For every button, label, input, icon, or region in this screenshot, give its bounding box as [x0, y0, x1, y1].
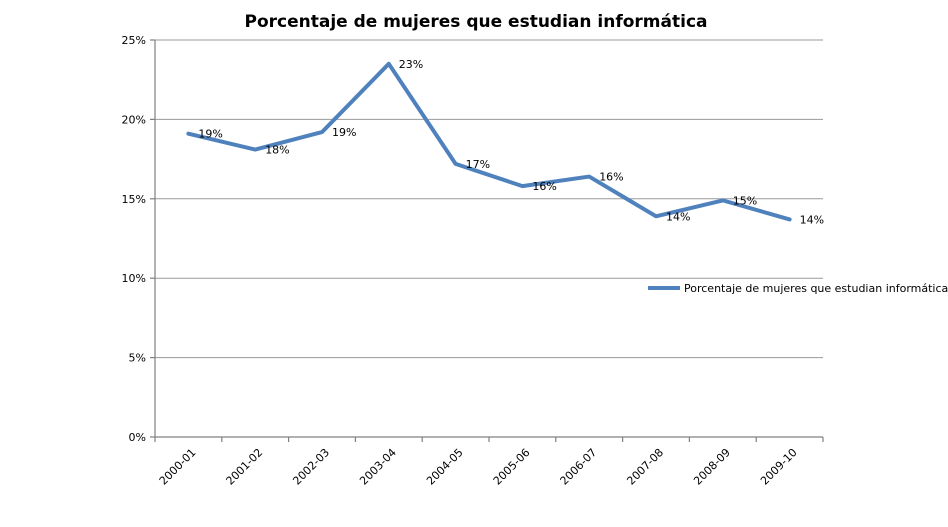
data-point-label: 23%	[399, 58, 423, 71]
data-point-label: 16%	[532, 180, 556, 193]
x-tick-label: 2000-01	[157, 446, 199, 488]
y-tick-label: 20%	[122, 113, 146, 126]
x-tick-label: 2009-10	[758, 446, 800, 488]
x-tick-label: 2003-04	[357, 446, 399, 488]
series-group	[186, 61, 792, 222]
x-tick-label: 2002-03	[290, 446, 332, 488]
x-tick-label: 2008-09	[691, 446, 733, 488]
x-tick-label: 2006-07	[558, 446, 600, 488]
x-tick-label: 2005-06	[491, 446, 533, 488]
x-tick-label: 2007-08	[624, 446, 666, 488]
data-point-label: 14%	[666, 210, 690, 223]
chart-title: Porcentaje de mujeres que estudian infor…	[244, 12, 707, 32]
y-tick-label: 10%	[122, 272, 146, 285]
legend: Porcentaje de mujeres que estudian infor…	[648, 282, 948, 295]
data-labels: 19% 18% 19% 23% 17% 16% 16% 14% 15% 14%	[198, 58, 824, 227]
data-point-label: 18%	[265, 144, 289, 157]
series-line	[186, 61, 792, 222]
data-point-label: 19%	[332, 126, 356, 139]
data-point-label: 15%	[733, 194, 757, 207]
y-axis: 0% 5% 10% 15% 20% 25%	[122, 34, 156, 444]
y-tick-label: 5%	[129, 352, 146, 365]
y-tick-label: 15%	[122, 193, 146, 206]
x-axis: 2000-01 2001-02 2002-03 2003-04 2004-05 2005-…	[154, 436, 824, 488]
y-tick-label: 25%	[122, 34, 146, 47]
legend-label: Porcentaje de mujeres que estudian infor…	[684, 282, 948, 295]
data-point-label: 17%	[466, 158, 490, 171]
gridlines	[155, 39, 823, 359]
y-tick-label: 0%	[129, 431, 146, 444]
data-point-label: 14%	[800, 213, 824, 226]
x-tick-label: 2001-02	[224, 446, 266, 488]
data-point-label: 19%	[198, 128, 222, 141]
x-tick-label: 2004-05	[424, 446, 466, 488]
data-point-label: 16%	[599, 171, 623, 184]
